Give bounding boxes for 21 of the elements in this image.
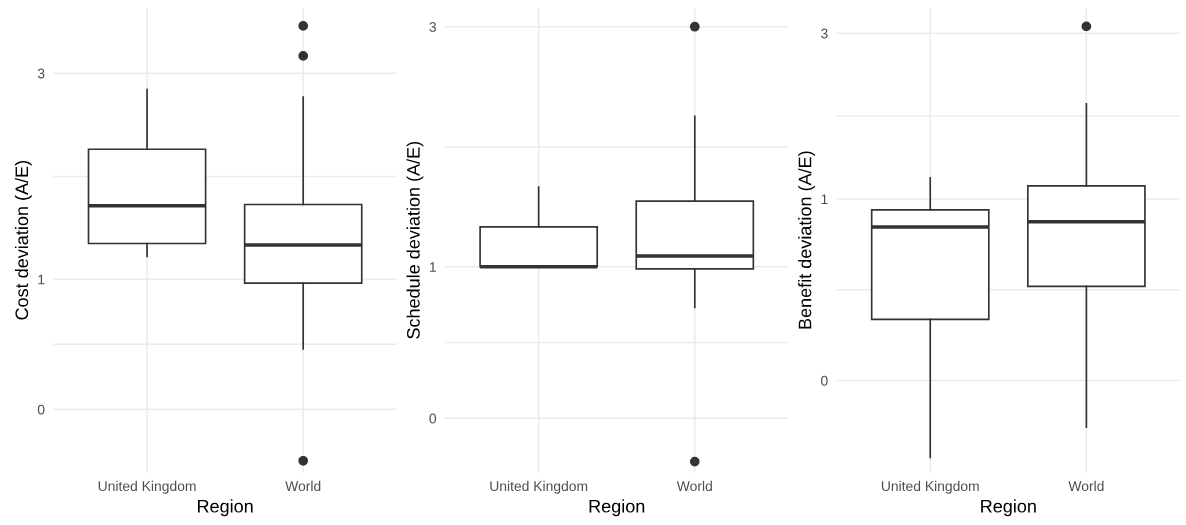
y-tick-label: 0 bbox=[37, 404, 45, 415]
y-tick-label: 1 bbox=[38, 274, 45, 285]
y-axis-title: Cost deviation (A/E) bbox=[14, 161, 32, 320]
y-tick-label: 3 bbox=[821, 28, 828, 39]
x-axis-title: Region bbox=[198, 499, 253, 517]
y-tick-label: 3 bbox=[429, 22, 437, 32]
x-tick-label: United Kingdom bbox=[881, 480, 979, 494]
y-tick-label: 0 bbox=[429, 413, 437, 424]
y-tick-label: 0 bbox=[821, 375, 828, 386]
y-tick-label: 3 bbox=[37, 68, 45, 79]
x-tick-label: United Kingdom bbox=[98, 480, 196, 494]
x-axis-title: Region bbox=[589, 499, 645, 517]
y-axis-title: Benefit deviation (A/E) bbox=[798, 151, 815, 329]
x-tick-label: United Kingdom bbox=[490, 480, 588, 494]
y-axis-title: Schedule deviation (A/E) bbox=[406, 141, 424, 339]
x-axis-title: Region bbox=[981, 499, 1036, 517]
y-tick-label: 1 bbox=[821, 194, 828, 204]
x-tick-label: World bbox=[676, 480, 712, 492]
x-tick-label: World bbox=[285, 480, 321, 492]
y-tick-label: 1 bbox=[429, 262, 436, 272]
x-tick-label: World bbox=[1068, 480, 1104, 492]
